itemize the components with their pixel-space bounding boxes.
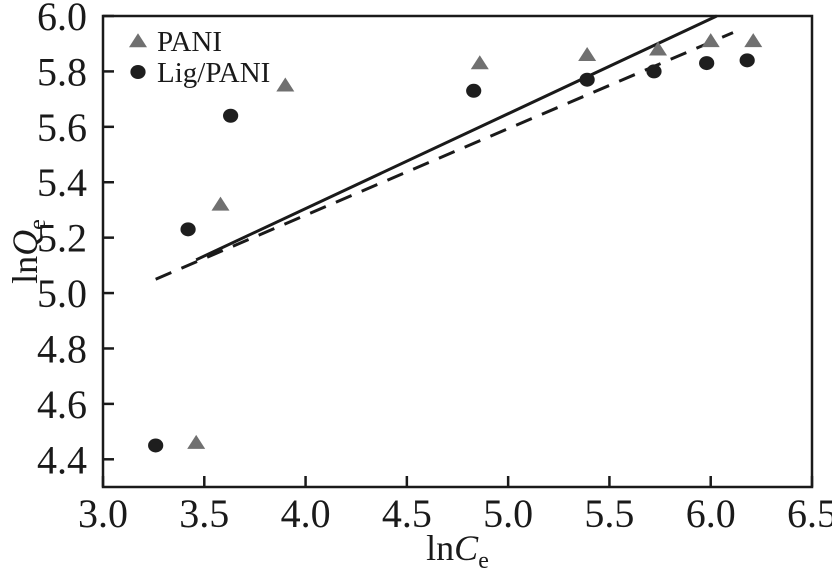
- pani-point: [187, 434, 206, 449]
- pani-point: [649, 41, 668, 56]
- legend-label-lig-pani: Lig/PANI: [157, 57, 270, 89]
- pani-point: [578, 46, 597, 61]
- y-tick-label: 5.4: [37, 160, 87, 205]
- y-axis: 4.4 4.6 4.8 5.0 5.2 5.4 5.6 5.8 6.0: [37, 0, 114, 482]
- y-tick-label: 5.6: [37, 105, 87, 150]
- pani-point: [276, 77, 295, 92]
- x-tick-label: 5.5: [584, 491, 634, 536]
- x-tick-label: 4.0: [281, 491, 331, 536]
- x-tick-label: 6.5: [787, 491, 832, 536]
- lig-pani-point: [223, 108, 239, 123]
- series-pani: [187, 33, 763, 449]
- y-tick-label: 4.8: [37, 326, 87, 371]
- x-axis-label: lnCe: [426, 528, 489, 574]
- lig-pani-point: [699, 56, 715, 71]
- y-axis-label: lnQe: [5, 219, 51, 284]
- y-tick-label: 6.0: [37, 0, 87, 39]
- pani-point: [701, 33, 720, 48]
- x-tick-label: 4.5: [382, 491, 432, 536]
- plot-frame: [101, 14, 814, 489]
- lig-pani-point: [180, 222, 196, 237]
- lig-pani-point: [739, 53, 755, 68]
- pani-point: [211, 196, 230, 211]
- x-tick-label: 6.0: [686, 491, 736, 536]
- lig-pani-point: [579, 72, 595, 87]
- y-tick-label: 5.2: [37, 216, 87, 261]
- y-tick-label: 5.0: [37, 271, 87, 316]
- x-tick-label: 3.5: [179, 491, 229, 536]
- pani-fit-line: [195, 14, 718, 262]
- pani-point: [744, 33, 763, 48]
- x-tick-label: 3.0: [78, 491, 128, 536]
- x-axis: 3.0 3.5 4.0 4.5 5.0 5.5 6.0 6.5: [78, 476, 832, 536]
- lig-pani-point: [148, 438, 164, 453]
- lig-pani-point: [466, 83, 482, 98]
- legend-marker-triangle: [129, 33, 147, 48]
- y-tick-label: 4.6: [37, 382, 87, 427]
- series-lig-pani: [148, 53, 755, 453]
- lig-pani-fit-line: [155, 31, 734, 281]
- legend-label-pani: PANI: [157, 26, 222, 58]
- lig-pani-point: [646, 64, 662, 79]
- y-tick-label: 5.8: [37, 49, 87, 94]
- pani-point: [470, 55, 489, 70]
- y-tick-label: 4.4: [37, 437, 87, 482]
- legend-marker-circle: [130, 65, 146, 79]
- x-tick-label: 5.0: [483, 491, 533, 536]
